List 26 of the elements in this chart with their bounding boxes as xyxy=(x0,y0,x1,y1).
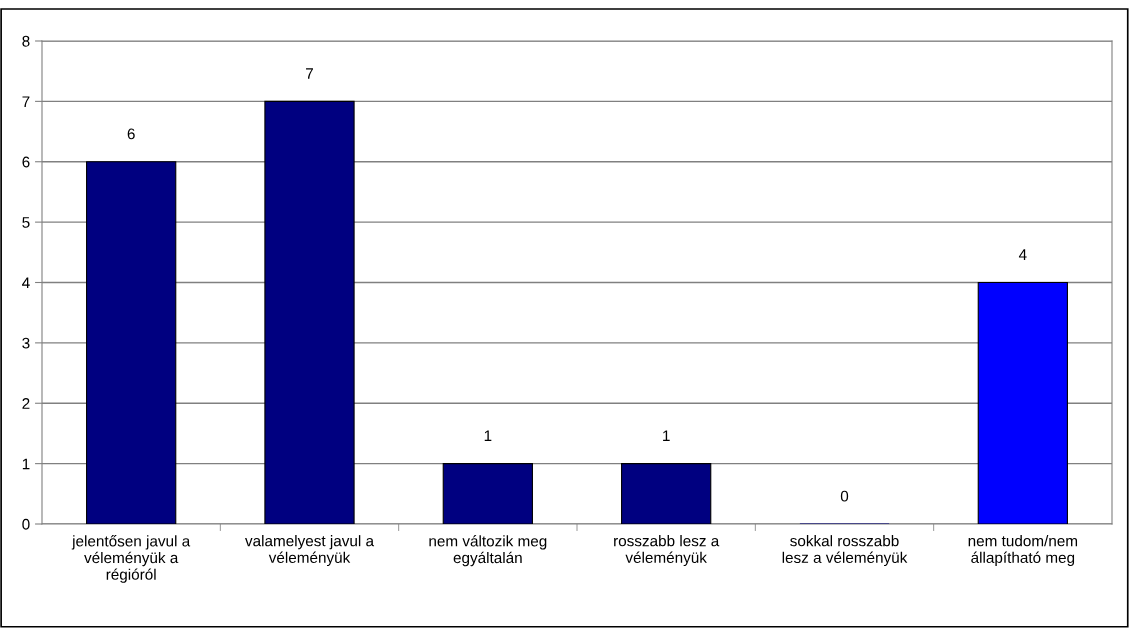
y-tick-label: 4 xyxy=(22,277,30,289)
y-tick-label: 0 xyxy=(22,518,30,530)
x-tick-label: valamelyest javul a véleményük xyxy=(245,535,375,567)
y-tick-label: 7 xyxy=(22,96,30,107)
x-tick-label: sokkal rosszabb lesz a véleményük xyxy=(782,535,908,567)
x-tick-label: rosszabb lesz a véleményük xyxy=(614,535,720,567)
bar xyxy=(442,463,533,524)
data-label: 4 xyxy=(1018,249,1027,260)
bar xyxy=(86,161,177,524)
data-label: 7 xyxy=(306,68,313,79)
data-label: 6 xyxy=(127,128,135,140)
y-tick-label: 2 xyxy=(22,398,30,409)
bar xyxy=(977,281,1068,524)
data-label: 1 xyxy=(663,430,670,442)
x-tick-label: nem változik meg egyáltalán xyxy=(429,535,547,567)
y-tick-label: 5 xyxy=(22,217,30,228)
x-tick-label: nem tudom/nem állapítható meg xyxy=(968,535,1078,567)
y-tick-label: 6 xyxy=(22,156,30,168)
y-tick-label: 3 xyxy=(22,337,30,349)
bar xyxy=(264,100,355,524)
data-label: 1 xyxy=(484,430,492,442)
y-tick-label: 1 xyxy=(22,458,30,470)
bar xyxy=(621,463,712,524)
x-tick-label: jelentősen javul a véleményük a régióról xyxy=(71,535,191,583)
y-tick-label: 8 xyxy=(22,35,30,47)
data-label: 0 xyxy=(840,490,849,502)
